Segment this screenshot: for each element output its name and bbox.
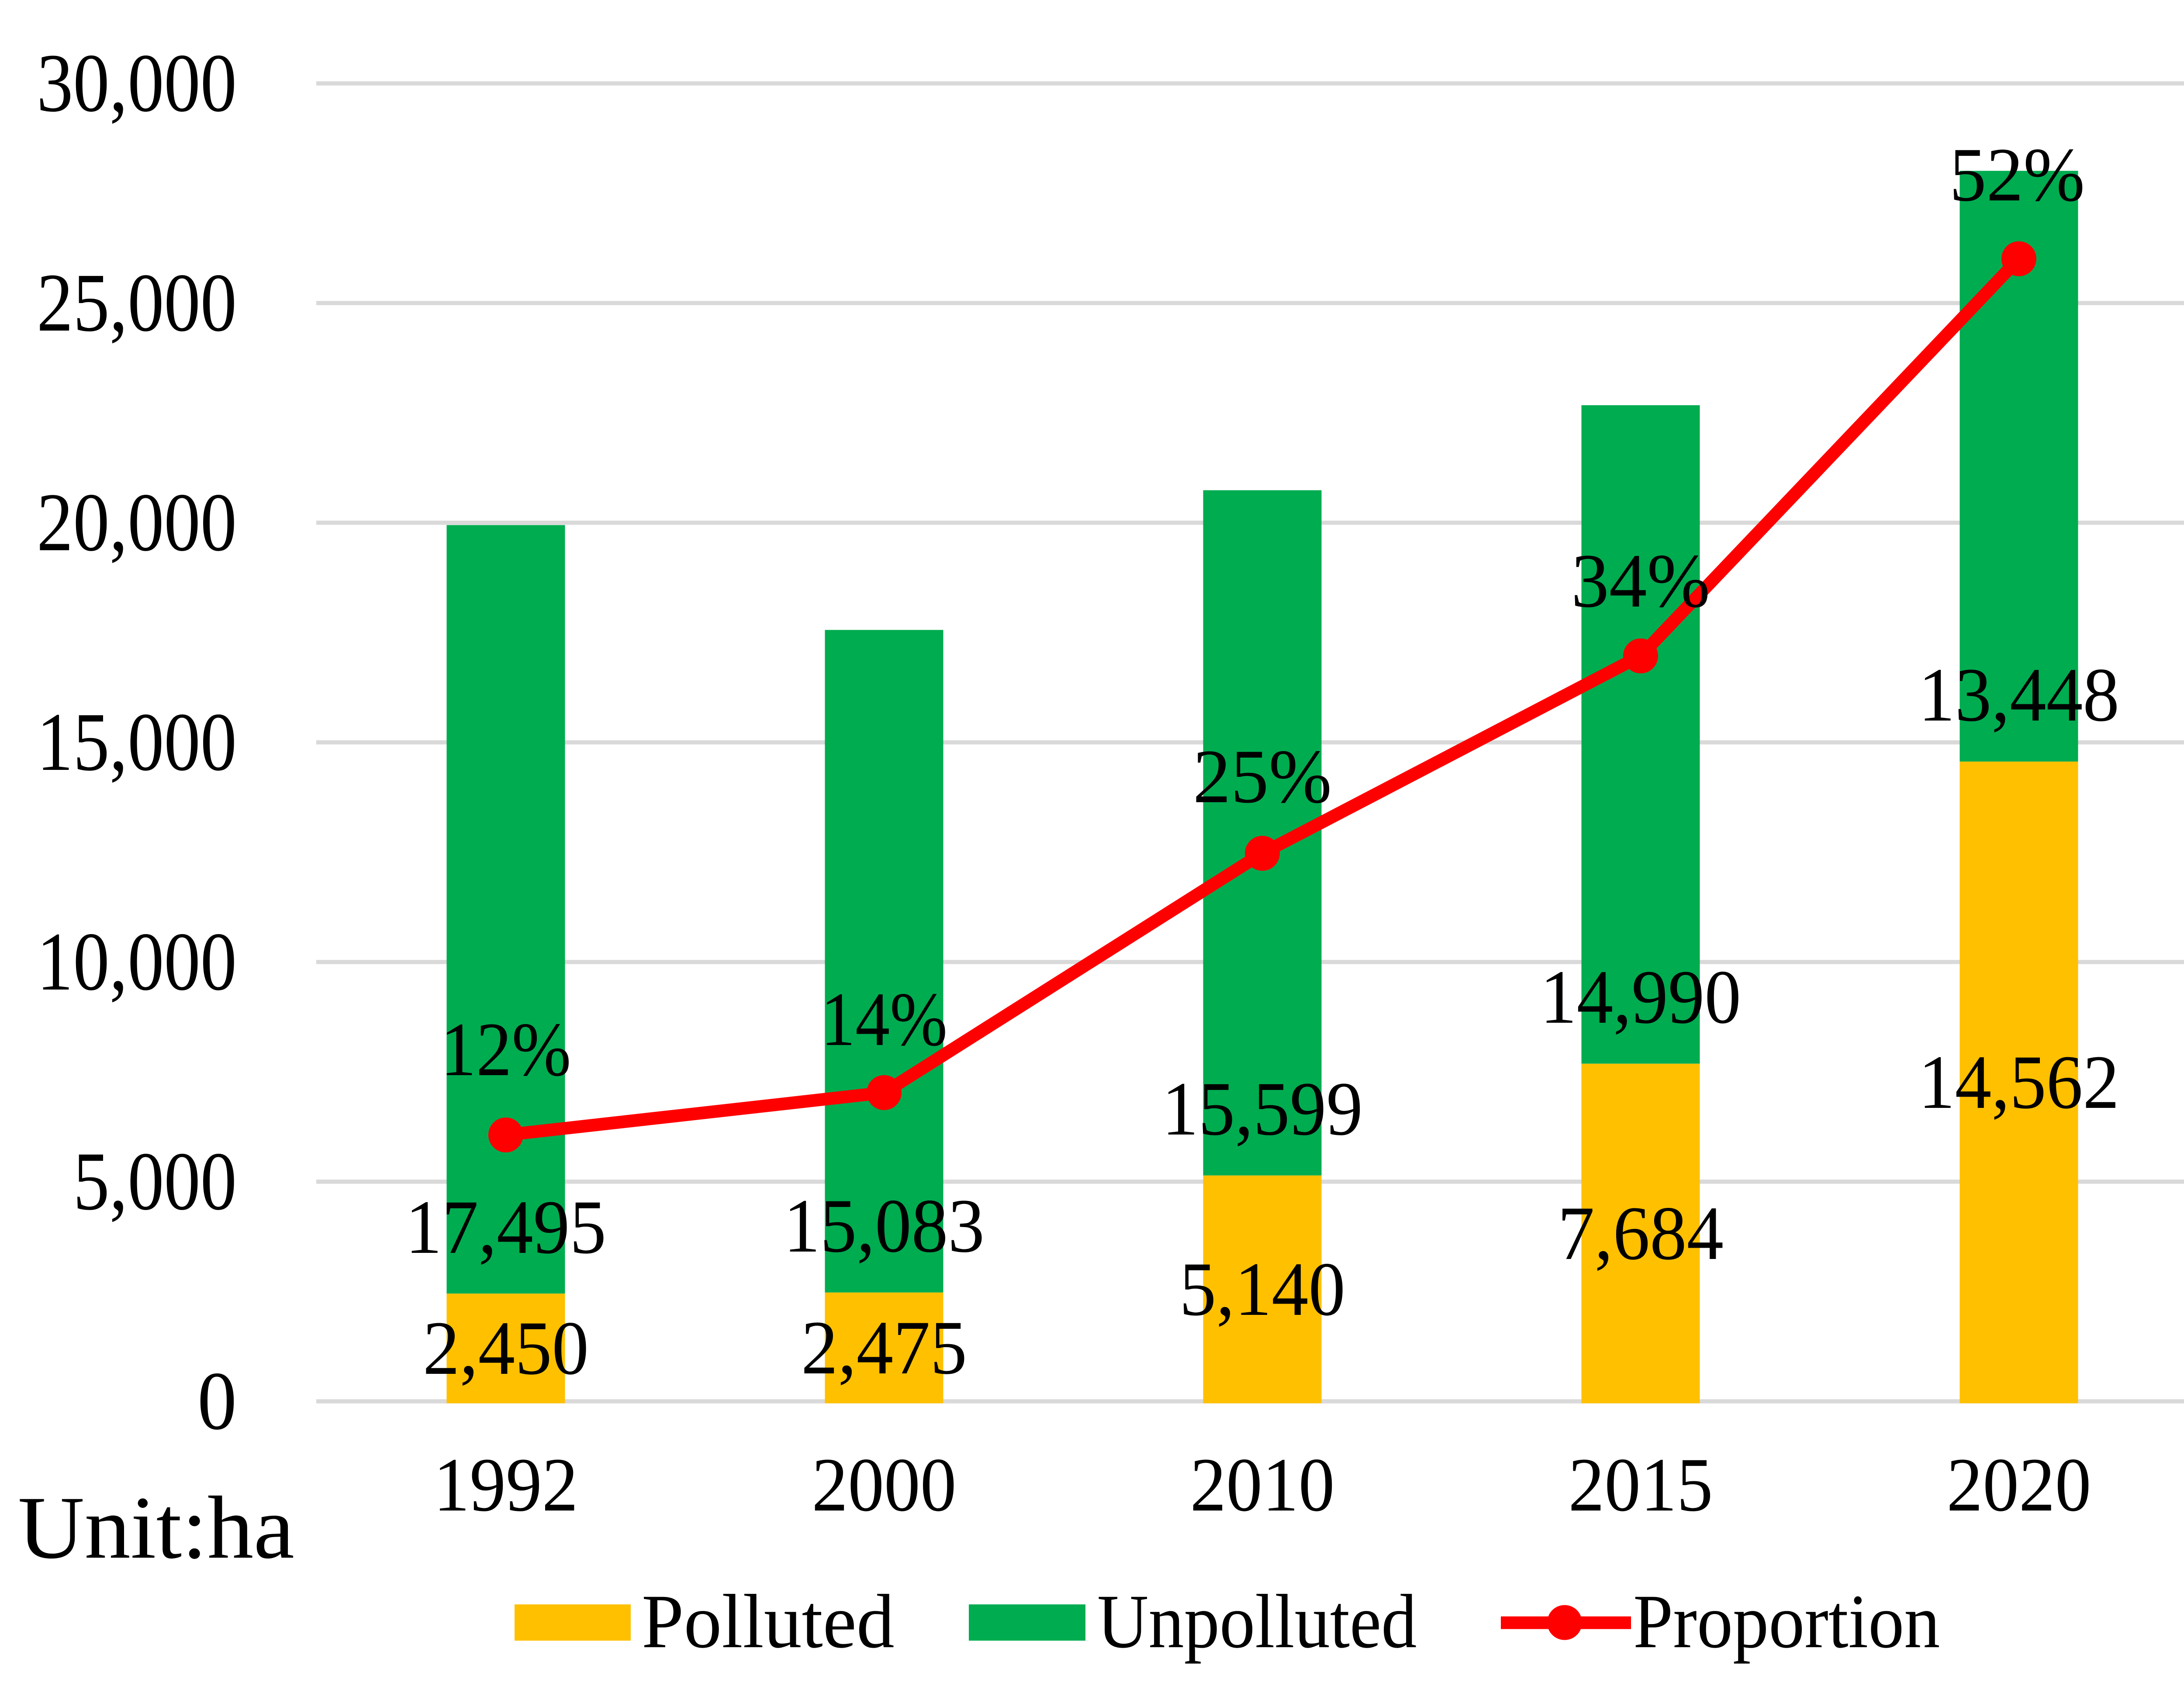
- svg-text:Unit:ha: Unit:ha: [18, 1478, 294, 1577]
- svg-text:25,000: 25,000: [37, 257, 237, 349]
- svg-text:13,448: 13,448: [1918, 652, 2119, 738]
- svg-text:30,000: 30,000: [37, 37, 237, 129]
- svg-text:5,000: 5,000: [73, 1135, 237, 1228]
- svg-text:14,990: 14,990: [1540, 955, 1741, 1040]
- svg-text:Proportion: Proportion: [1633, 1579, 1940, 1664]
- svg-text:15,599: 15,599: [1162, 1066, 1363, 1152]
- svg-text:Unpolluted: Unpolluted: [1097, 1579, 1417, 1664]
- svg-text:1992: 1992: [434, 1442, 578, 1528]
- svg-text:34%: 34%: [1571, 538, 1710, 624]
- svg-text:10,000: 10,000: [37, 916, 237, 1008]
- svg-text:2010: 2010: [1190, 1442, 1335, 1528]
- svg-text:2020: 2020: [1947, 1442, 2091, 1528]
- svg-text:20,000: 20,000: [37, 476, 237, 569]
- svg-text:2000: 2000: [812, 1442, 957, 1528]
- svg-text:0: 0: [197, 1355, 237, 1447]
- svg-text:12%: 12%: [441, 1007, 571, 1092]
- svg-text:14,562: 14,562: [1918, 1040, 2119, 1125]
- svg-text:Polluted: Polluted: [642, 1579, 895, 1664]
- svg-text:5,140: 5,140: [1179, 1247, 1345, 1332]
- svg-text:2015: 2015: [1569, 1442, 1713, 1528]
- svg-text:2,450: 2,450: [423, 1306, 589, 1391]
- svg-text:52%: 52%: [1949, 132, 2085, 217]
- svg-text:15,083: 15,083: [784, 1183, 985, 1269]
- svg-text:14%: 14%: [821, 977, 947, 1062]
- svg-text:7,684: 7,684: [1558, 1191, 1724, 1276]
- svg-text:25%: 25%: [1193, 734, 1332, 819]
- svg-text:2,475: 2,475: [801, 1305, 967, 1390]
- svg-text:17,495: 17,495: [405, 1185, 606, 1270]
- svg-text:15,000: 15,000: [37, 696, 237, 788]
